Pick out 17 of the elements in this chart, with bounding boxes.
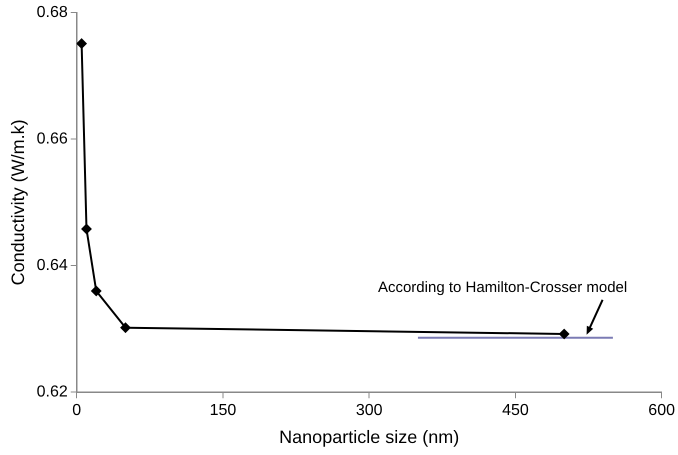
point (76, 38, 87, 49)
point (81, 224, 92, 234)
y-axis-title: Conductivity (W/m.k) (8, 119, 28, 286)
y-tick-label: 0.66 (36, 130, 68, 148)
annotation: According to Hamilton-Crosser model (378, 278, 628, 296)
point (120, 322, 130, 333)
x-tick-label: 150 (210, 402, 236, 420)
x-tick-label: 0 (72, 402, 82, 420)
point (91, 286, 102, 296)
x-axis-title: Nanoparticle size (nm) (279, 427, 460, 448)
y-tick-label: 0.68 (36, 4, 68, 22)
point (559, 328, 570, 339)
y-tick-label: 0.62 (36, 384, 68, 401)
y-tick-label: 0.64 (36, 257, 68, 274)
x-tick-label: 300 (356, 402, 383, 420)
x-tick-label: 450 (502, 402, 529, 420)
x-tick-label: 600 (648, 402, 676, 420)
